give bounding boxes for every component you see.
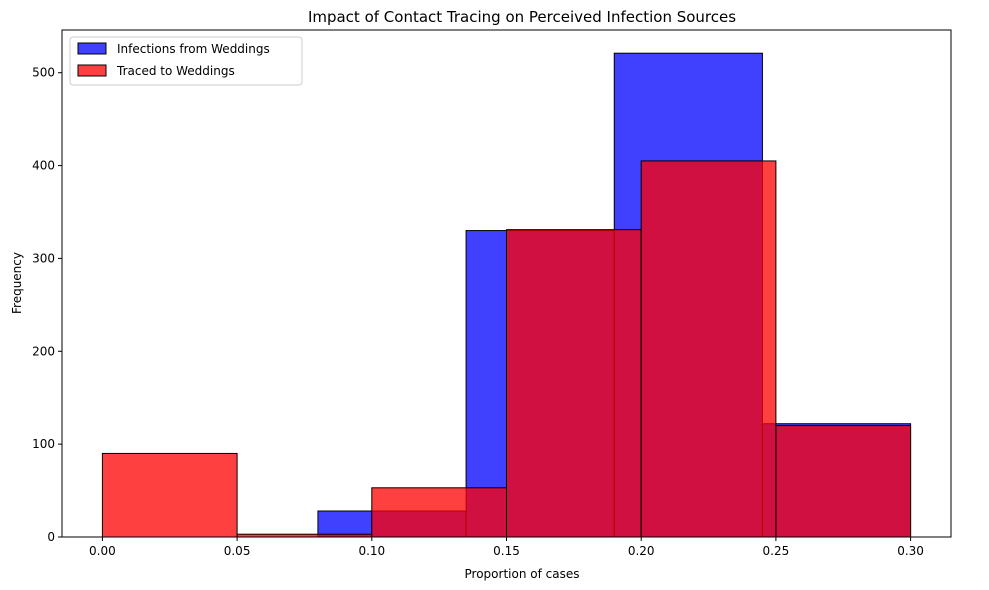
- x-tick-label: 0.25: [763, 544, 790, 558]
- legend-swatch-infections: [77, 42, 107, 55]
- x-tick-label: 0.00: [89, 544, 116, 558]
- y-axis: 0 100 200 300 400 500: [32, 66, 62, 544]
- y-tick-label: 0: [47, 530, 55, 544]
- x-tick-label: 0.05: [224, 544, 251, 558]
- bar-series1-bin4: [640, 160, 777, 538]
- chart-title: Impact of Contact Tracing on Perceived I…: [308, 8, 736, 26]
- y-tick-label: 100: [32, 437, 55, 451]
- bar-series1-bin3: [506, 229, 642, 538]
- x-tick-label: 0.10: [358, 544, 385, 558]
- y-tick-label: 200: [32, 344, 55, 358]
- bar-series1-bin5: [775, 425, 912, 538]
- y-tick-label: 500: [32, 66, 55, 80]
- x-tick-label: 0.30: [897, 544, 924, 558]
- legend-box: [69, 36, 303, 86]
- bars-layer: [101, 52, 912, 538]
- legend-label-infections: Infections from Weddings: [117, 42, 270, 56]
- x-tick-label: 0.15: [493, 544, 520, 558]
- bar-series1-bin2: [371, 487, 507, 538]
- legend-swatch-traced: [77, 64, 107, 77]
- y-axis-label: Frequency: [10, 252, 24, 314]
- x-axis-label: Proportion of cases: [465, 567, 580, 581]
- y-tick-label: 300: [32, 251, 55, 265]
- y-tick-label: 400: [32, 159, 55, 173]
- legend-label-traced: Traced to Weddings: [116, 64, 235, 78]
- legend: Infections from Weddings Traced to Weddi…: [69, 36, 303, 86]
- bar-series1-bin0: [101, 452, 238, 538]
- x-tick-label: 0.20: [628, 544, 655, 558]
- x-axis: 0.00 0.05 0.10 0.15 0.20 0.25 0.30: [89, 537, 924, 558]
